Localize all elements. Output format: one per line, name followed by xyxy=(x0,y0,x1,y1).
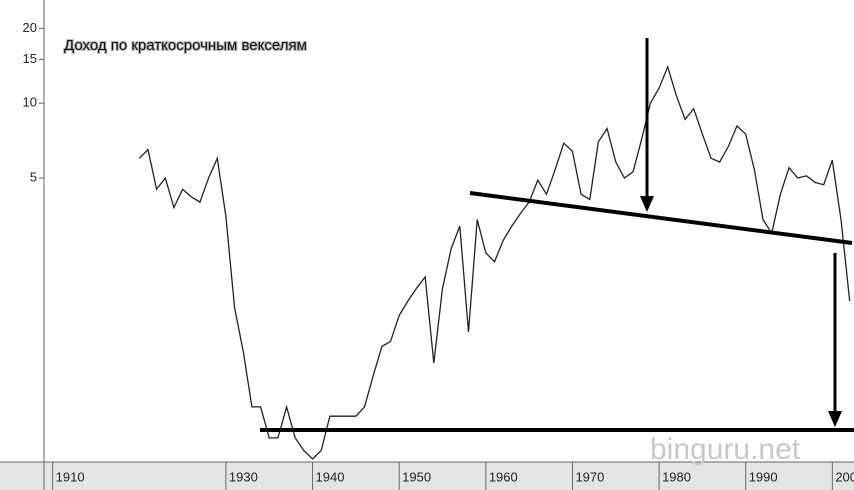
x-tick-label: 1910 xyxy=(56,469,85,484)
x-tick-label: 1960 xyxy=(489,469,518,484)
y-tick-label: 5 xyxy=(30,169,37,184)
x-tick-label: 1980 xyxy=(662,469,691,484)
resistance-line xyxy=(469,191,853,245)
x-axis-band xyxy=(0,462,854,490)
arrow-head xyxy=(828,411,842,427)
chart-title: Доход по краткосрочным векселям xyxy=(64,37,307,54)
x-tick-label: 2000 xyxy=(835,469,854,484)
watermark: binguru.net xyxy=(650,433,801,466)
x-tick-label: 1950 xyxy=(402,469,431,484)
x-tick-label: 1990 xyxy=(749,469,778,484)
x-tick-label: 1940 xyxy=(316,469,345,484)
y-tick-label: 10 xyxy=(23,95,37,110)
y-tick-label: 15 xyxy=(23,51,37,66)
y-tick-label: 20 xyxy=(23,20,37,35)
x-tick-label: 1930 xyxy=(229,469,258,484)
arrow-head xyxy=(640,196,654,212)
data-line xyxy=(138,64,851,460)
x-tick-label: 1970 xyxy=(575,469,604,484)
